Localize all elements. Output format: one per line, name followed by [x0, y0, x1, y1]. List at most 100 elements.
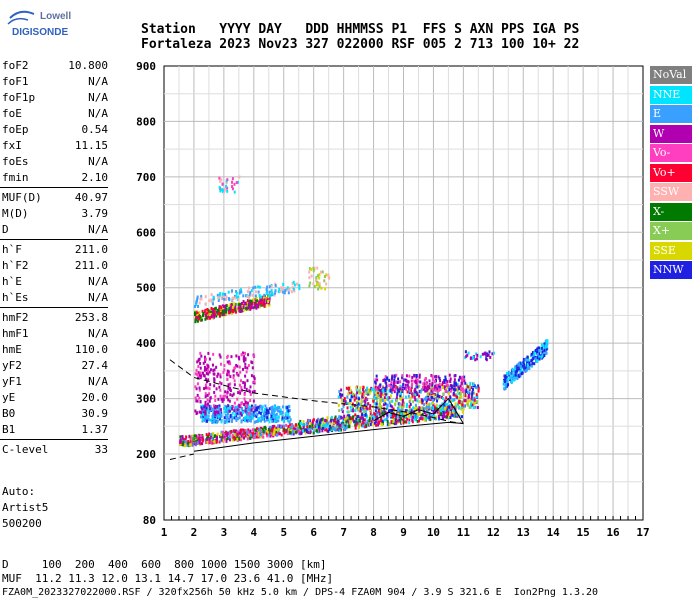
- echo-point: [533, 351, 536, 355]
- echo-point: [408, 408, 411, 412]
- echo-point: [401, 419, 404, 423]
- echo-point: [457, 402, 460, 406]
- echo-point: [198, 373, 201, 377]
- echo-point: [264, 413, 267, 417]
- echo-point: [328, 427, 331, 431]
- echo-point: [459, 376, 462, 380]
- echo-point: [240, 413, 243, 417]
- echo-point: [401, 375, 404, 379]
- echo-point: [194, 409, 197, 413]
- echo-point: [258, 416, 261, 420]
- echo-point: [352, 418, 355, 422]
- echo-point: [393, 384, 396, 388]
- echo-point: [207, 351, 210, 355]
- echo-point: [481, 352, 484, 356]
- echo-point: [238, 403, 241, 407]
- param-name: yE: [2, 391, 16, 404]
- echo-point: [404, 411, 407, 415]
- echo-point: [381, 388, 384, 392]
- echo-point: [242, 428, 245, 432]
- echo-point: [247, 299, 250, 303]
- echo-point: [471, 387, 474, 391]
- echo-point: [425, 405, 428, 409]
- echo-point: [374, 387, 377, 391]
- echo-point: [315, 283, 318, 287]
- echo-point: [226, 416, 229, 420]
- echo-point: [298, 284, 301, 288]
- echo-point: [442, 396, 445, 400]
- echo-point: [399, 391, 402, 395]
- echo-point: [207, 434, 210, 438]
- profile-line: [169, 453, 195, 461]
- echo-point: [219, 189, 222, 193]
- echo-point: [215, 413, 218, 417]
- echo-point: [399, 397, 402, 401]
- echo-point: [323, 421, 326, 425]
- legend-item: NoVal: [650, 66, 692, 84]
- echo-point: [384, 378, 387, 382]
- echo-point: [244, 409, 247, 413]
- echo-point: [247, 286, 250, 290]
- echo-point: [196, 295, 199, 299]
- echo-point: [249, 303, 252, 307]
- echo-point: [265, 429, 268, 433]
- echo-point: [249, 419, 252, 423]
- echo-point: [350, 417, 353, 421]
- echo-point: [255, 435, 258, 439]
- echo-point: [231, 411, 234, 415]
- echo-point: [244, 351, 247, 355]
- echo-point: [259, 405, 262, 409]
- echo-point: [449, 379, 452, 383]
- separator: [0, 239, 108, 240]
- echo-point: [238, 357, 241, 361]
- echo-point: [204, 355, 207, 359]
- echo-point: [226, 432, 229, 436]
- echo-point: [217, 298, 220, 302]
- echo-point: [454, 414, 457, 418]
- echo-point: [212, 314, 215, 318]
- echo-point: [291, 282, 294, 286]
- echo-point: [338, 409, 341, 413]
- echo-point: [196, 382, 199, 386]
- echo-point: [297, 422, 300, 426]
- echo-point: [424, 377, 427, 381]
- echo-point: [417, 379, 420, 383]
- echo-point: [277, 424, 280, 428]
- echo-point: [379, 394, 382, 398]
- echo-point: [237, 373, 240, 377]
- echo-point: [198, 438, 201, 442]
- echo-point: [216, 436, 219, 440]
- echo-point: [204, 392, 207, 396]
- echo-point: [217, 406, 220, 410]
- echo-point: [288, 408, 291, 412]
- echo-point: [436, 394, 439, 398]
- echo-point: [364, 422, 367, 426]
- echo-point: [477, 389, 480, 393]
- echo-point: [299, 426, 302, 430]
- echo-point: [475, 357, 478, 361]
- param-value: N/A: [88, 107, 108, 120]
- echo-point: [538, 346, 541, 350]
- echo-point: [376, 415, 379, 419]
- echo-point: [206, 311, 209, 315]
- echo-point: [239, 288, 242, 292]
- echo-point: [321, 424, 324, 428]
- echo-point: [363, 405, 366, 409]
- echo-point: [442, 410, 445, 414]
- echo-point: [214, 415, 217, 419]
- echo-point: [348, 414, 351, 418]
- echo-point: [231, 296, 234, 300]
- profile-line: [193, 421, 464, 452]
- echo-point: [257, 431, 260, 435]
- param-value: 40.97: [74, 191, 108, 204]
- echo-point: [457, 405, 460, 409]
- echo-point: [211, 407, 214, 411]
- echo-point: [210, 435, 213, 439]
- echo-point: [327, 429, 330, 433]
- echo-point: [525, 368, 528, 372]
- echo-point: [439, 379, 442, 383]
- echo-point: [206, 369, 209, 373]
- echo-point: [225, 295, 228, 299]
- echo-point: [399, 387, 402, 391]
- echo-point: [397, 402, 400, 406]
